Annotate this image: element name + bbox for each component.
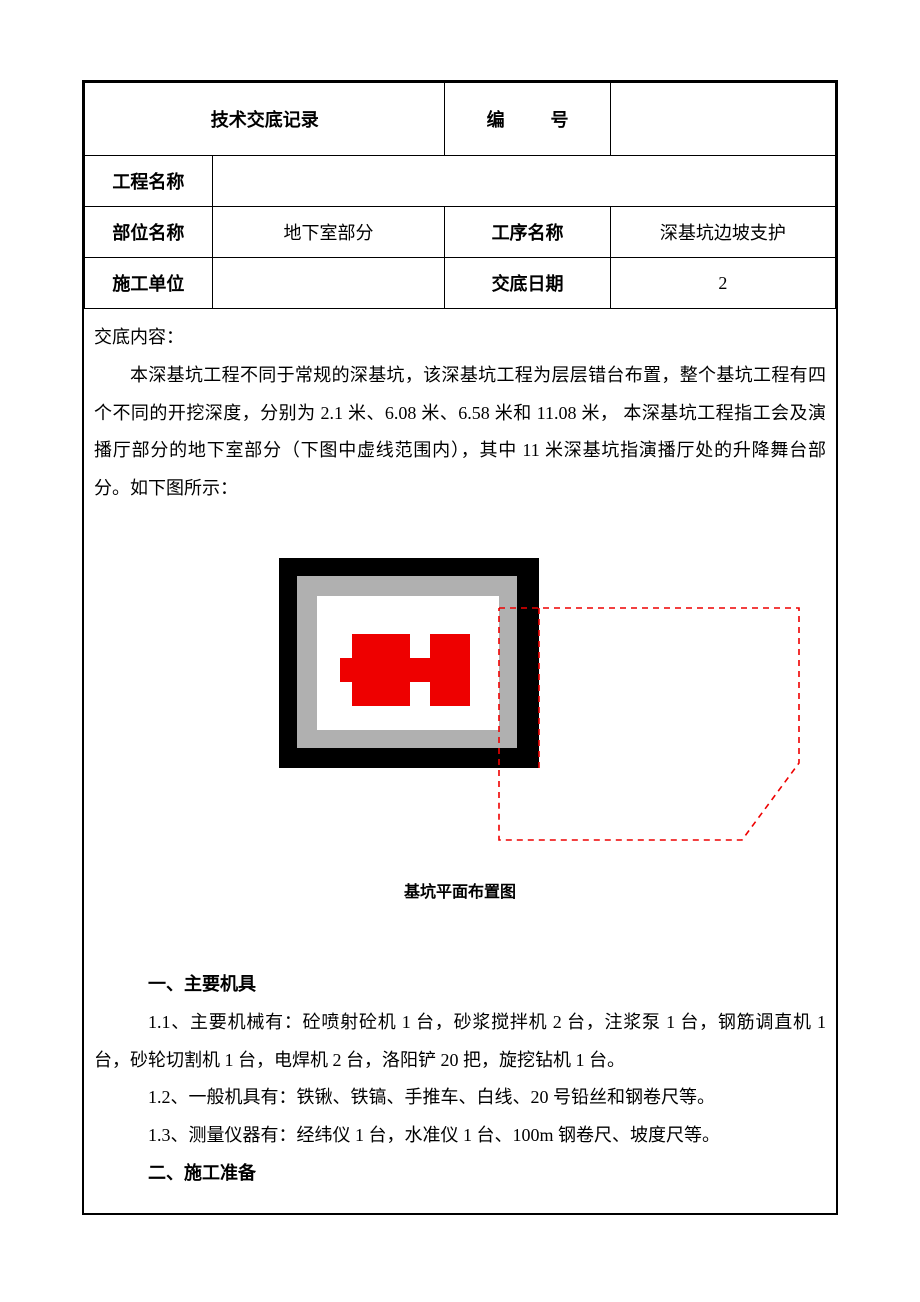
number-value (610, 83, 835, 156)
section-2-title: 二、施工准备 (94, 1155, 826, 1193)
header-table: 技术交底记录 编 号 工程名称 部位名称 地下室部分 工序名称 深基坑边坡支护 … (84, 82, 836, 309)
header-row-3: 部位名称 地下室部分 工序名称 深基坑边坡支护 (85, 207, 836, 258)
doc-title: 技术交底记录 (85, 83, 445, 156)
red-shape (340, 634, 470, 706)
header-row-2: 工程名称 (85, 156, 836, 207)
header-row-4: 施工单位 交底日期 2 (85, 258, 836, 309)
diagram-caption: 基坑平面布置图 (94, 876, 826, 910)
intro-paragraph: 本深基坑工程不同于常规的深基坑，该深基坑工程为层层错台布置，整个基坑工程有四个不… (94, 357, 826, 508)
part-name-label: 部位名称 (85, 207, 213, 258)
construction-unit-label: 施工单位 (85, 258, 213, 309)
section-1-p1: 1.1、主要机械有：砼喷射砼机 1 台，砂浆搅拌机 2 台，注浆泵 1 台，钢筋… (94, 1004, 826, 1080)
dashed-outline (499, 608, 799, 840)
page: 技术交底记录 编 号 工程名称 部位名称 地下室部分 工序名称 深基坑边坡支护 … (0, 0, 920, 1302)
pit-plan-diagram (94, 548, 824, 868)
content-area: 交底内容： 本深基坑工程不同于常规的深基坑，该深基坑工程为层层错台布置，整个基坑… (84, 309, 836, 1213)
diagram-wrap: 基坑平面布置图 (94, 548, 826, 948)
date-value: 2 (610, 258, 835, 309)
content-label: 交底内容： (94, 319, 826, 357)
section-1-p2: 1.2、一般机具有：铁锹、铁镐、手推车、白线、20 号铅丝和钢卷尺等。 (94, 1079, 826, 1117)
number-label: 编 号 (445, 83, 610, 156)
process-name-label: 工序名称 (445, 207, 610, 258)
construction-unit-value (212, 258, 445, 309)
project-name-value (212, 156, 835, 207)
date-label: 交底日期 (445, 258, 610, 309)
part-name-value: 地下室部分 (212, 207, 445, 258)
section-1-p3: 1.3、测量仪器有：经纬仪 1 台，水准仪 1 台、100m 钢卷尺、坡度尺等。 (94, 1117, 826, 1155)
header-row-1: 技术交底记录 编 号 (85, 83, 836, 156)
project-name-label: 工程名称 (85, 156, 213, 207)
document-frame: 技术交底记录 编 号 工程名称 部位名称 地下室部分 工序名称 深基坑边坡支护 … (82, 80, 838, 1215)
section-1-title: 一、主要机具 (94, 966, 826, 1004)
process-name-value: 深基坑边坡支护 (610, 207, 835, 258)
